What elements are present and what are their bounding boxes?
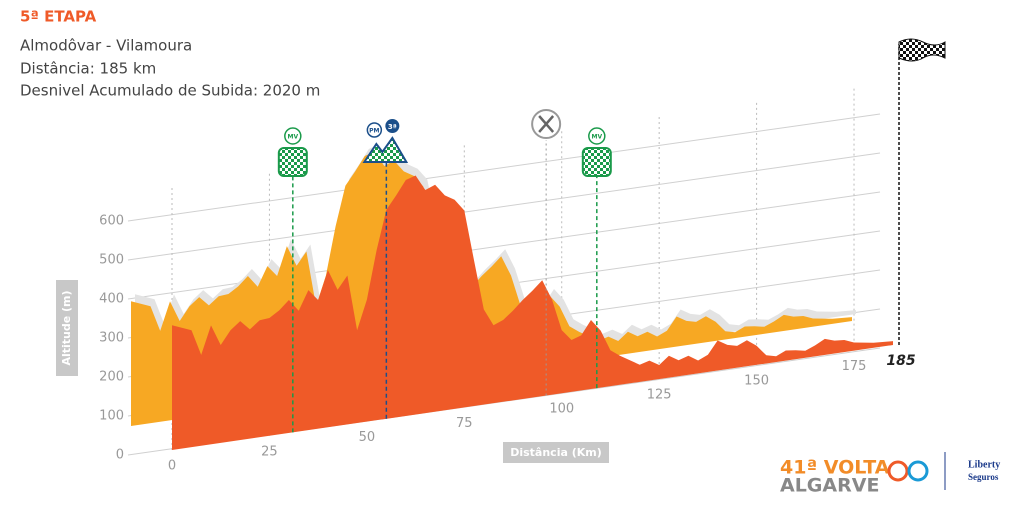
stage-route: Almodôvar - Vilamoura bbox=[20, 37, 192, 55]
logo-name: ALGARVE bbox=[780, 475, 879, 497]
sponsor-sub: Seguros bbox=[968, 472, 999, 482]
logo-wheel bbox=[887, 460, 909, 482]
marker-badge bbox=[581, 147, 612, 177]
marker-badge bbox=[277, 147, 308, 177]
y-tick-label: 0 bbox=[116, 448, 124, 463]
marker-circle bbox=[588, 127, 606, 145]
x-tick-label: 25 bbox=[261, 444, 278, 459]
profile-front bbox=[172, 175, 893, 450]
x-tick-label: 0 bbox=[168, 459, 176, 474]
marker-category: 3ª bbox=[388, 123, 397, 131]
sponsor-name: Liberty bbox=[968, 459, 1000, 470]
logo-wheel bbox=[907, 460, 929, 482]
marker-cutlery bbox=[538, 115, 555, 133]
stage-title: 5ª ETAPA bbox=[20, 8, 97, 26]
y-tick-label: 200 bbox=[99, 370, 124, 385]
marker-category-circle bbox=[385, 119, 400, 133]
x-tick-label: 185 bbox=[886, 353, 915, 369]
marker-flag bbox=[898, 38, 946, 62]
marker-label: MV bbox=[288, 134, 299, 141]
x-tick-label: 125 bbox=[647, 388, 672, 403]
x-label-box bbox=[503, 442, 609, 463]
stage-distance: Distância: 185 km bbox=[20, 60, 156, 78]
marker-label: MV bbox=[591, 134, 602, 141]
marker-finish bbox=[898, 38, 946, 345]
x-tick-label: 50 bbox=[359, 430, 376, 445]
y-tick-label: 400 bbox=[99, 292, 124, 307]
y-label-box bbox=[56, 280, 78, 376]
marker-sprint: MV bbox=[581, 127, 612, 389]
logo-edition: 41ª VOLTA bbox=[780, 457, 890, 479]
marker-mountain bbox=[362, 136, 409, 163]
y-tick-label: 600 bbox=[99, 214, 124, 229]
x-tick-label: 75 bbox=[456, 416, 473, 431]
marker-sprint: MV bbox=[277, 127, 308, 433]
y-axis-label: Altitude (m) bbox=[60, 290, 73, 365]
x-tick-label: 100 bbox=[549, 402, 574, 417]
x-tick-label: 150 bbox=[744, 373, 769, 388]
grid-line bbox=[127, 113, 881, 222]
grid-line bbox=[127, 152, 881, 261]
y-tick-label: 500 bbox=[99, 253, 124, 268]
y-tick-label: 100 bbox=[99, 409, 124, 424]
x-tick-label: 175 bbox=[842, 359, 867, 374]
marker-label: PM bbox=[369, 128, 379, 135]
marker-climb: PM 3ª bbox=[362, 119, 409, 419]
marker-circle bbox=[284, 127, 302, 145]
y-tick-label: 300 bbox=[99, 331, 124, 346]
marker-feed bbox=[531, 109, 562, 396]
x-axis-label: Distância (Km) bbox=[510, 446, 602, 459]
marker-circle bbox=[366, 122, 383, 138]
stage-climbing: Desnivel Acumulado de Subida: 2020 m bbox=[20, 82, 320, 100]
